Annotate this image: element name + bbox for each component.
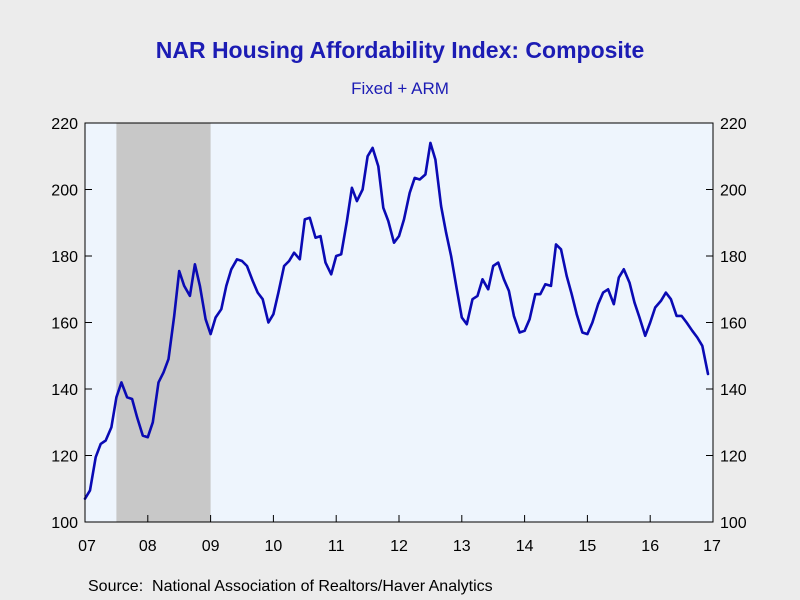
x-tick-label: 10 [265,538,283,555]
chart-subtitle: Fixed + ARM [351,79,449,98]
y-tick-label-left: 200 [51,183,78,200]
x-tick-label: 14 [516,538,534,555]
y-tick-label-right: 100 [720,515,747,532]
recession-band [116,123,211,522]
y-tick-label-right: 220 [720,116,747,133]
x-tick-label: 13 [453,538,471,555]
y-tick-label-left: 120 [51,449,78,466]
y-tick-label-right: 140 [720,382,747,399]
x-axis: 07 08 09 10 11 12 13 14 15 16 17 [78,515,721,555]
y-tick-label-right: 120 [720,449,747,466]
data-line [83,141,710,500]
x-tick-label: 07 [78,538,96,555]
y-tick-label-right: 160 [720,316,747,333]
x-tick-label: 12 [390,538,408,555]
y-tick-label-left: 140 [51,382,78,399]
x-tick-label: 16 [641,538,659,555]
x-tick-label: 17 [703,538,721,555]
y-axis-right: 100 120 140 160 180 200 220 [706,116,747,532]
y-tick-label-right: 200 [720,183,747,200]
chart-source: Source: National Association of Realtors… [88,578,493,595]
y-tick-label-left: 180 [51,249,78,266]
x-tick-label: 08 [139,538,157,555]
chart-title: NAR Housing Affordability Index: Composi… [155,37,645,63]
x-tick-label: 15 [579,538,597,555]
y-axis-left: 100 120 140 160 180 200 220 [51,116,92,532]
x-tick-label: 09 [202,538,220,555]
plot-border [84,122,714,523]
y-tick-label-left: 160 [51,316,78,333]
x-tick-label: 11 [328,538,345,555]
y-tick-label-left: 100 [51,515,78,532]
y-tick-label-left: 220 [51,116,78,133]
y-tick-label-right: 180 [720,249,747,266]
